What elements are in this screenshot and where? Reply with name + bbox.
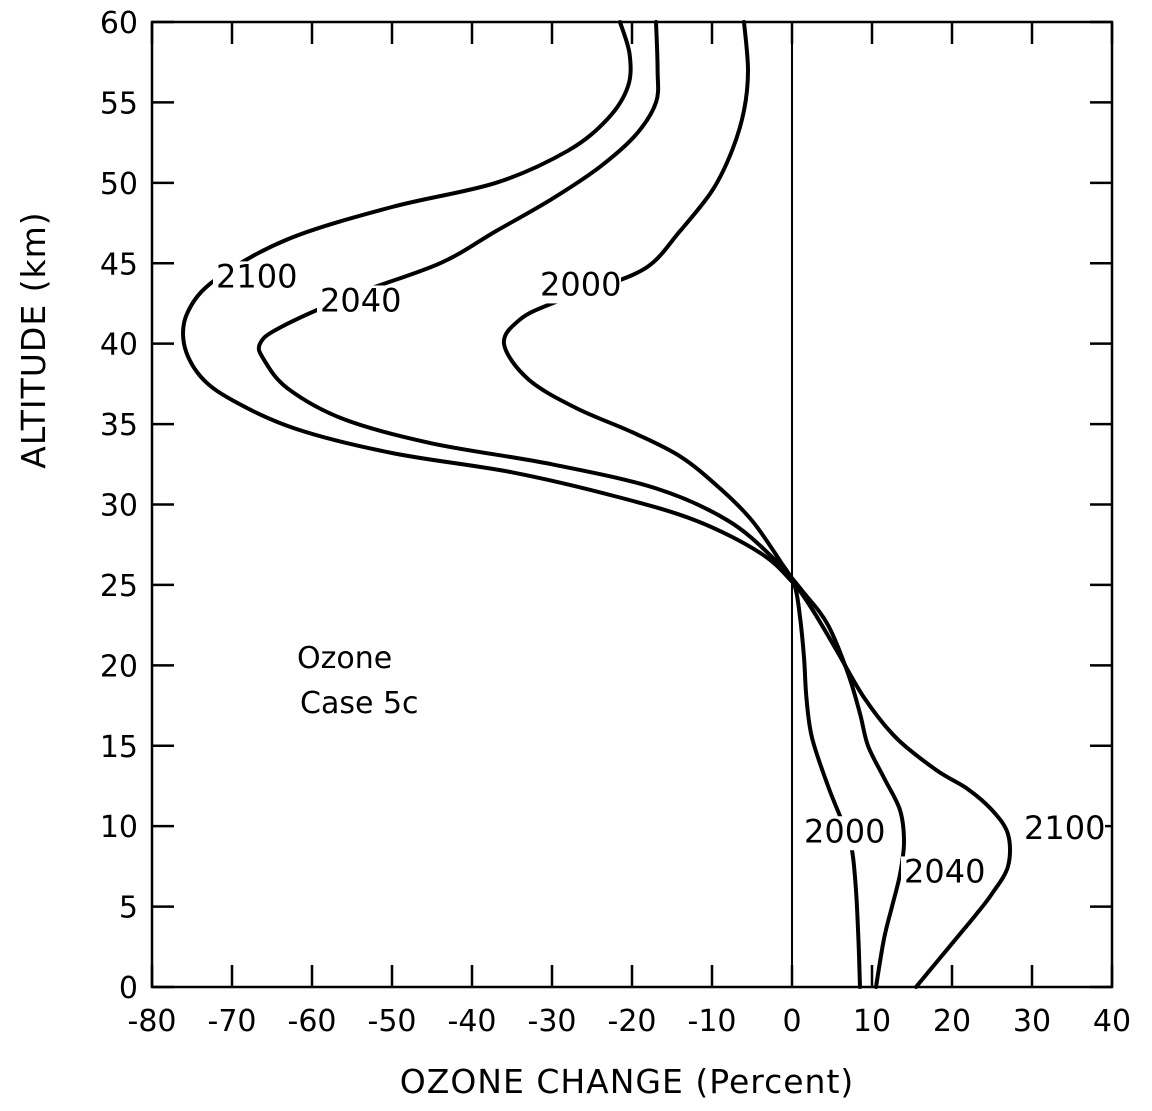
y-tick-label: 0 — [119, 971, 138, 1006]
series-label-mask — [537, 269, 621, 304]
y-tick-label: 5 — [119, 891, 138, 926]
y-tick-label: 30 — [100, 489, 138, 524]
y-tick-label: 10 — [100, 810, 138, 845]
y-tick-label: 35 — [100, 408, 138, 443]
annotation-line-1: Ozone — [297, 641, 392, 676]
series-label-mask — [1021, 813, 1105, 848]
series-label-mask — [801, 816, 885, 851]
y-tick-label: 20 — [100, 649, 138, 684]
y-tick-label: 25 — [100, 569, 138, 604]
x-tick-label: 0 — [782, 1004, 801, 1039]
x-tick-label: -50 — [368, 1004, 417, 1039]
y-axis-title: ALTITUDE (km) — [14, 211, 53, 468]
x-axis-title: OZONE CHANGE (Percent) — [400, 1062, 855, 1101]
x-tick-label: -20 — [608, 1004, 657, 1039]
x-tick-label: 10 — [853, 1004, 891, 1039]
series-label-mask — [901, 856, 985, 891]
y-tick-label: 15 — [100, 730, 138, 765]
axis-ticks — [150, 20, 1114, 989]
series-line-2000 — [501, 20, 862, 989]
series-line-2100 — [180, 20, 1013, 989]
x-tick-label: -30 — [528, 1004, 577, 1039]
annotation-line-2: Case 5c — [300, 686, 419, 721]
series-labels: 2000 2000 2040 2040 2100 2100 — [213, 257, 1105, 891]
series-label-mask — [317, 285, 401, 320]
y-tick-label: 60 — [100, 6, 138, 41]
x-tick-label: -10 — [688, 1004, 737, 1039]
series-group — [180, 20, 1013, 989]
series-label-2000: 2000 — [540, 265, 621, 303]
y-tick-label: 40 — [100, 328, 138, 363]
x-tick-label: -40 — [448, 1004, 497, 1039]
x-tick-label: -60 — [288, 1004, 337, 1039]
series-label-mask — [213, 261, 297, 296]
x-tick-label: 30 — [1013, 1004, 1051, 1039]
y-tick-label: 45 — [100, 247, 138, 282]
plot-frame — [150, 20, 1114, 989]
series-label-2100: 2100 — [1024, 809, 1105, 847]
x-tick-label: -70 — [208, 1004, 257, 1039]
x-tick-label: 20 — [933, 1004, 971, 1039]
series-label-2040: 2040 — [904, 852, 985, 890]
axis-tick-labels: -80 -70 -60 -50 -40 -30 -20 -10 0 10 20 30 40 0 5 10 15 2… — [100, 6, 1131, 1039]
x-tick-label: -80 — [128, 1004, 177, 1039]
series-label-2000: 2000 — [804, 812, 885, 850]
series-label-2100: 2100 — [216, 257, 297, 295]
y-tick-label: 55 — [100, 86, 138, 121]
series-line-2040 — [256, 20, 906, 989]
series-label-2040: 2040 — [320, 282, 401, 320]
x-tick-label: 40 — [1093, 1004, 1131, 1039]
y-tick-label: 50 — [100, 167, 138, 202]
